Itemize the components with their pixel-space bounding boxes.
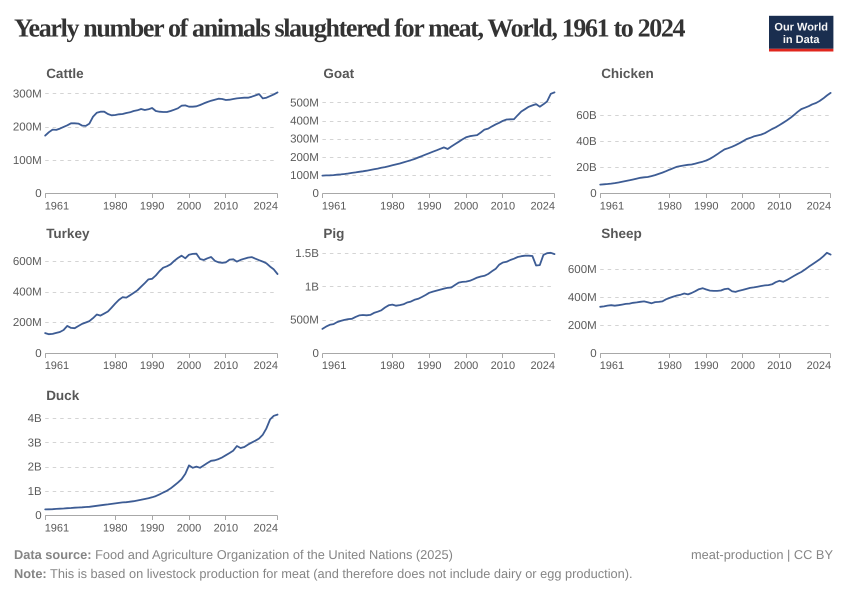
svg-text:200M: 200M	[13, 122, 42, 134]
svg-text:1990: 1990	[140, 360, 164, 372]
svg-text:Sheep: Sheep	[601, 226, 642, 241]
svg-text:2024: 2024	[807, 360, 831, 372]
svg-text:200M: 200M	[13, 317, 42, 329]
svg-text:600M: 600M	[13, 256, 42, 268]
svg-text:100M: 100M	[13, 155, 42, 167]
svg-text:2010: 2010	[214, 360, 238, 372]
svg-text:1980: 1980	[103, 200, 127, 212]
svg-text:2010: 2010	[214, 200, 238, 212]
svg-text:1980: 1980	[380, 360, 404, 372]
svg-text:200M: 200M	[290, 152, 319, 164]
svg-text:1961: 1961	[45, 522, 69, 534]
svg-text:0: 0	[590, 348, 596, 360]
svg-text:2010: 2010	[767, 360, 791, 372]
svg-text:2024: 2024	[531, 360, 555, 372]
svg-text:2024: 2024	[254, 360, 278, 372]
svg-text:0: 0	[35, 510, 41, 522]
svg-text:2000: 2000	[177, 200, 201, 212]
svg-text:400M: 400M	[290, 116, 319, 128]
svg-text:3B: 3B	[28, 437, 42, 449]
svg-text:1990: 1990	[140, 522, 164, 534]
svg-text:0: 0	[590, 188, 596, 200]
svg-text:1B: 1B	[28, 486, 42, 498]
svg-text:2000: 2000	[454, 200, 478, 212]
svg-text:500M: 500M	[290, 315, 319, 327]
svg-text:1990: 1990	[694, 360, 718, 372]
svg-text:2024: 2024	[254, 522, 278, 534]
svg-text:2010: 2010	[491, 360, 515, 372]
svg-text:1961: 1961	[45, 360, 69, 372]
svg-text:0: 0	[312, 188, 318, 200]
svg-text:2000: 2000	[454, 360, 478, 372]
svg-text:1961: 1961	[45, 200, 69, 212]
svg-text:Note: This is based on livesto: Note: This is based on livestock product…	[14, 566, 633, 581]
svg-text:1B: 1B	[305, 281, 319, 293]
svg-text:1990: 1990	[417, 360, 441, 372]
svg-text:in Data: in Data	[783, 34, 821, 46]
svg-text:400M: 400M	[13, 287, 42, 299]
svg-text:2024: 2024	[531, 200, 555, 212]
svg-text:400M: 400M	[568, 292, 597, 304]
svg-text:Data source: Food and Agricult: Data source: Food and Agriculture Organi…	[14, 547, 453, 562]
svg-text:40B: 40B	[576, 136, 597, 148]
svg-text:500M: 500M	[290, 98, 319, 110]
svg-text:Pig: Pig	[323, 226, 344, 241]
svg-text:Our World: Our World	[774, 22, 828, 34]
svg-text:60B: 60B	[576, 110, 597, 122]
svg-text:1961: 1961	[322, 200, 346, 212]
svg-text:1961: 1961	[600, 200, 624, 212]
svg-text:2024: 2024	[254, 200, 278, 212]
svg-text:Yearly number of animals slaug: Yearly number of animals slaughtered for…	[14, 14, 686, 43]
svg-text:meat-production | CC BY: meat-production | CC BY	[691, 547, 833, 562]
svg-text:20B: 20B	[576, 162, 597, 174]
svg-text:300M: 300M	[13, 88, 42, 100]
svg-text:2000: 2000	[177, 522, 201, 534]
svg-text:1980: 1980	[657, 360, 681, 372]
svg-text:Duck: Duck	[46, 388, 80, 403]
svg-text:Cattle: Cattle	[46, 66, 84, 81]
svg-text:1990: 1990	[140, 200, 164, 212]
svg-text:0: 0	[35, 348, 41, 360]
svg-text:Turkey: Turkey	[46, 226, 90, 241]
svg-text:300M: 300M	[290, 134, 319, 146]
svg-text:1980: 1980	[380, 200, 404, 212]
svg-text:0: 0	[35, 188, 41, 200]
svg-text:2000: 2000	[731, 200, 755, 212]
svg-text:200M: 200M	[568, 320, 597, 332]
svg-text:1980: 1980	[103, 522, 127, 534]
svg-text:2B: 2B	[28, 462, 42, 474]
svg-text:1980: 1980	[657, 200, 681, 212]
svg-text:1980: 1980	[103, 360, 127, 372]
svg-text:Goat: Goat	[323, 66, 354, 81]
svg-text:2010: 2010	[491, 200, 515, 212]
svg-text:2000: 2000	[731, 360, 755, 372]
svg-text:1990: 1990	[694, 200, 718, 212]
svg-text:0: 0	[312, 348, 318, 360]
svg-text:Chicken: Chicken	[601, 66, 654, 81]
svg-text:2024: 2024	[807, 200, 831, 212]
svg-text:2010: 2010	[214, 522, 238, 534]
svg-text:2010: 2010	[767, 200, 791, 212]
svg-text:100M: 100M	[290, 170, 319, 182]
svg-text:1961: 1961	[322, 360, 346, 372]
svg-text:600M: 600M	[568, 264, 597, 276]
svg-text:4B: 4B	[28, 413, 42, 425]
svg-text:1990: 1990	[417, 200, 441, 212]
svg-text:1961: 1961	[600, 360, 624, 372]
svg-text:1.5B: 1.5B	[295, 248, 319, 260]
svg-text:2000: 2000	[177, 360, 201, 372]
